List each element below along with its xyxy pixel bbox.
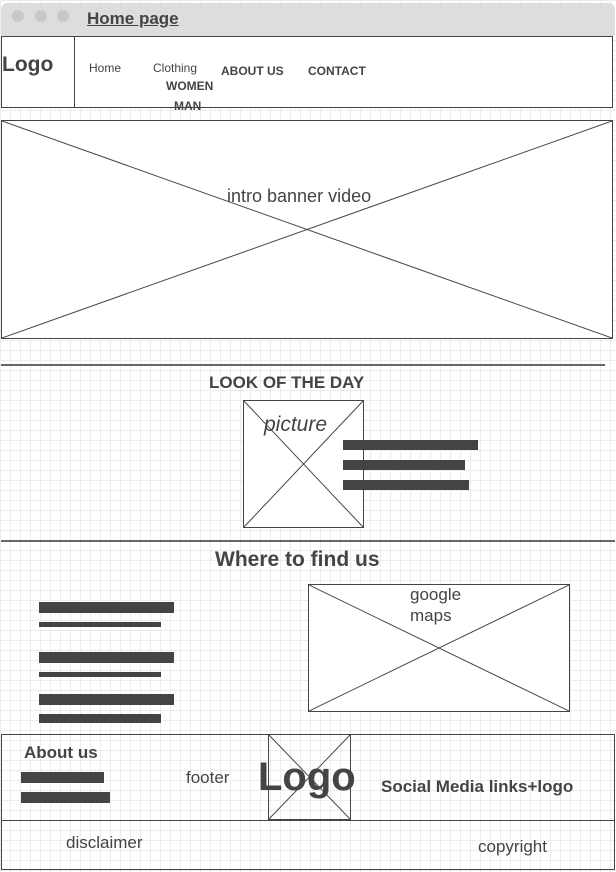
close-window-dot[interactable] [12, 10, 24, 22]
window-title: Home page [87, 9, 179, 28]
google-maps-placeholder[interactable] [308, 584, 570, 712]
picture-label: picture [264, 413, 328, 436]
social-media-links[interactable]: Social Media links+logo [381, 777, 574, 796]
intro-banner-placeholder[interactable] [1, 120, 613, 339]
section-divider [1, 540, 615, 542]
footer-disclaimer[interactable]: disclaimer [66, 833, 143, 852]
text-placeholder-bar [21, 792, 110, 803]
find-us-title: Where to find us [215, 548, 380, 571]
minimize-window-dot[interactable] [35, 10, 47, 22]
nav-contact[interactable]: CONTACT [308, 64, 366, 78]
footer-logo: Logo [258, 755, 356, 799]
text-placeholder-bar [39, 602, 174, 613]
nav-home[interactable]: Home [89, 61, 122, 75]
text-placeholder-bar [39, 622, 161, 627]
maps-label-line2: maps [410, 606, 452, 625]
text-placeholder-bar [39, 694, 174, 705]
text-placeholder-bar [21, 772, 104, 783]
header-logo[interactable]: Logo [2, 53, 54, 76]
placeholder-cross-icon [2, 121, 612, 338]
footer-copyright: copyright [478, 837, 547, 856]
text-placeholder-bar [39, 672, 161, 677]
footer-logo-placeholder[interactable] [268, 734, 351, 820]
nav-about-us[interactable]: ABOUT US [221, 64, 284, 78]
text-placeholder-bar [39, 714, 161, 723]
placeholder-cross-icon [269, 735, 350, 819]
nav-clothing-man[interactable]: MAN [174, 99, 202, 113]
banner-label: intro banner video [227, 186, 372, 206]
placeholder-cross-icon [309, 585, 569, 711]
look-of-day-title: LOOK OF THE DAY [209, 373, 365, 392]
text-placeholder-bar [39, 652, 174, 663]
logo-divider [74, 36, 75, 108]
text-placeholder-bar [343, 460, 465, 470]
placeholder-cross-icon [244, 401, 363, 527]
maps-label-line1: google [410, 585, 462, 604]
section-divider [1, 364, 605, 366]
nav-clothing-women[interactable]: WOMEN [166, 79, 214, 93]
site-header [1, 36, 613, 108]
window-titlebar [1, 3, 615, 36]
footer-divider [1, 820, 615, 821]
maximize-window-dot[interactable] [57, 10, 69, 22]
nav-clothing[interactable]: Clothing [153, 61, 198, 75]
footer-about-title[interactable]: About us [24, 743, 98, 762]
text-placeholder-bar [343, 480, 469, 490]
text-placeholder-bar [343, 440, 478, 450]
footer-label: footer [186, 768, 230, 787]
